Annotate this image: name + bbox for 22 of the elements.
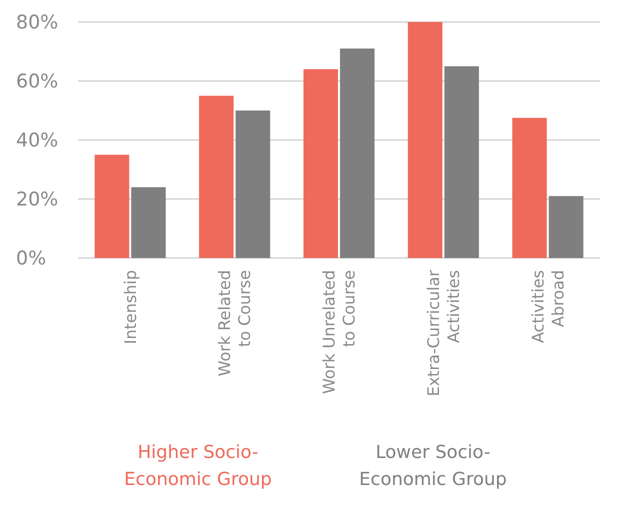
bar xyxy=(408,22,442,258)
bar xyxy=(236,110,270,258)
bar xyxy=(131,187,166,258)
bar xyxy=(303,69,338,258)
x-tick-label: Work Unrelated to Course xyxy=(320,270,359,394)
x-tick-label: Intenship xyxy=(120,270,140,344)
x-tick-label: Activities Abroad xyxy=(528,270,568,343)
bar xyxy=(340,48,375,258)
bar xyxy=(548,196,584,258)
y-tick-label: 60% xyxy=(16,70,58,93)
bar xyxy=(199,96,234,258)
bar xyxy=(94,154,130,258)
y-tick-label: 20% xyxy=(16,188,58,211)
text: Lower Socio- Economic Group xyxy=(359,442,507,490)
y-tick-label: 0% xyxy=(16,248,46,270)
x-tick-label: Work Related to Course xyxy=(215,270,254,376)
x-tick-label: Extra-Curricular Activities xyxy=(424,270,463,396)
bar xyxy=(444,66,479,258)
bar xyxy=(512,118,547,258)
y-tick-label: 80% xyxy=(16,12,58,34)
text: Higher Socio- Economic Group xyxy=(124,442,272,490)
y-tick-label: 40% xyxy=(16,130,58,152)
